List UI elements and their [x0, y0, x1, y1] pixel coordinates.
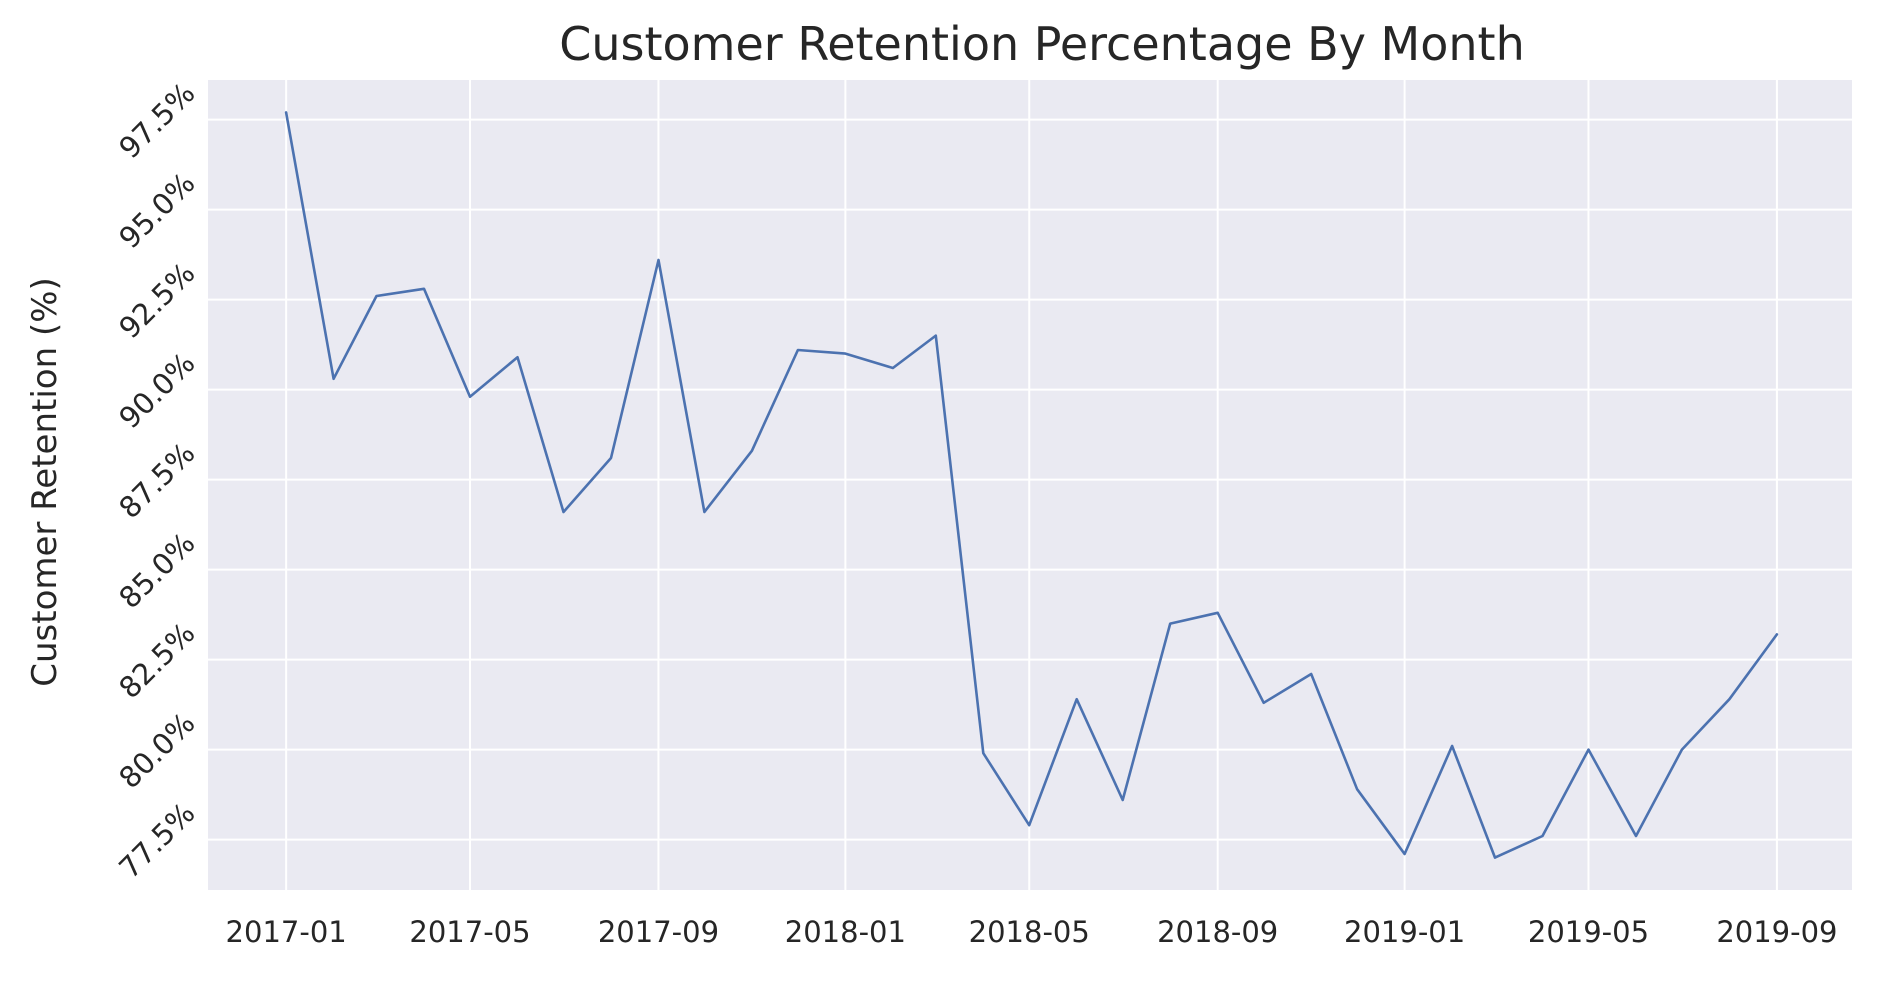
data-point: [1026, 822, 1032, 828]
x-tick-label: 2018-01: [785, 915, 906, 949]
data-point: [1774, 631, 1780, 637]
x-axis-ticks: 2017-01 2017-05 2017-09 2018-01 2018-05 2018-…: [226, 915, 1838, 949]
x-tick-label: 2018-09: [1157, 915, 1278, 949]
data-point: [515, 354, 521, 360]
data-point: [1120, 797, 1126, 803]
chart-title: Customer Retention Percentage By Month: [559, 17, 1524, 71]
data-point: [795, 347, 801, 353]
x-tick-label: 2019-05: [1528, 915, 1649, 949]
x-tick-label: 2019-01: [1344, 915, 1465, 949]
x-tick-label: 2018-05: [969, 915, 1090, 949]
x-tick-label: 2017-01: [226, 915, 347, 949]
data-point: [1074, 696, 1080, 702]
data-point: [1586, 747, 1592, 753]
x-tick-label: 2019-09: [1716, 915, 1837, 949]
data-point: [561, 509, 567, 515]
y-tick-label: 90.0%: [112, 346, 201, 435]
grid-lines: [208, 80, 1852, 890]
y-tick-label: 85.0%: [112, 526, 201, 615]
data-point: [656, 257, 662, 263]
data-point: [842, 351, 848, 357]
series-line: [284, 111, 1779, 859]
data-point: [1261, 700, 1267, 706]
data-point: [1633, 833, 1639, 839]
series-layer: [283, 109, 1780, 861]
y-tick-label: 95.0%: [112, 166, 201, 255]
data-point: [421, 286, 427, 292]
data-point: [749, 448, 755, 454]
data-point: [1726, 696, 1732, 702]
data-point: [1215, 610, 1221, 616]
y-tick-label: 97.5%: [112, 76, 201, 165]
data-point: [608, 455, 614, 461]
data-point: [933, 333, 939, 339]
data-point: [1449, 743, 1455, 749]
y-tick-label: 92.5%: [112, 256, 201, 345]
data-point: [1679, 747, 1685, 753]
data-point: [1492, 855, 1498, 861]
data-point: [331, 376, 337, 382]
data-point: [467, 394, 473, 400]
y-tick-label: 87.5%: [112, 436, 201, 525]
y-tick-label: 80.0%: [112, 706, 201, 795]
data-point: [1308, 671, 1314, 677]
data-point: [374, 293, 380, 299]
y-axis-ticks: 77.5%80.0%82.5%85.0%87.5%90.0%92.5%95.0%…: [112, 76, 201, 885]
data-point: [980, 750, 986, 756]
data-point: [1167, 621, 1173, 627]
data-point: [1354, 786, 1360, 792]
data-point: [1402, 851, 1408, 857]
x-tick-label: 2017-09: [598, 915, 719, 949]
data-point: [701, 509, 707, 515]
data-point: [1540, 833, 1546, 839]
data-point: [890, 365, 896, 371]
y-tick-label: 77.5%: [112, 796, 201, 885]
x-tick-label: 2017-05: [409, 915, 530, 949]
data-point: [283, 109, 289, 115]
y-tick-label: 82.5%: [112, 616, 201, 705]
y-axis-label: Customer Retention (%): [25, 277, 65, 687]
